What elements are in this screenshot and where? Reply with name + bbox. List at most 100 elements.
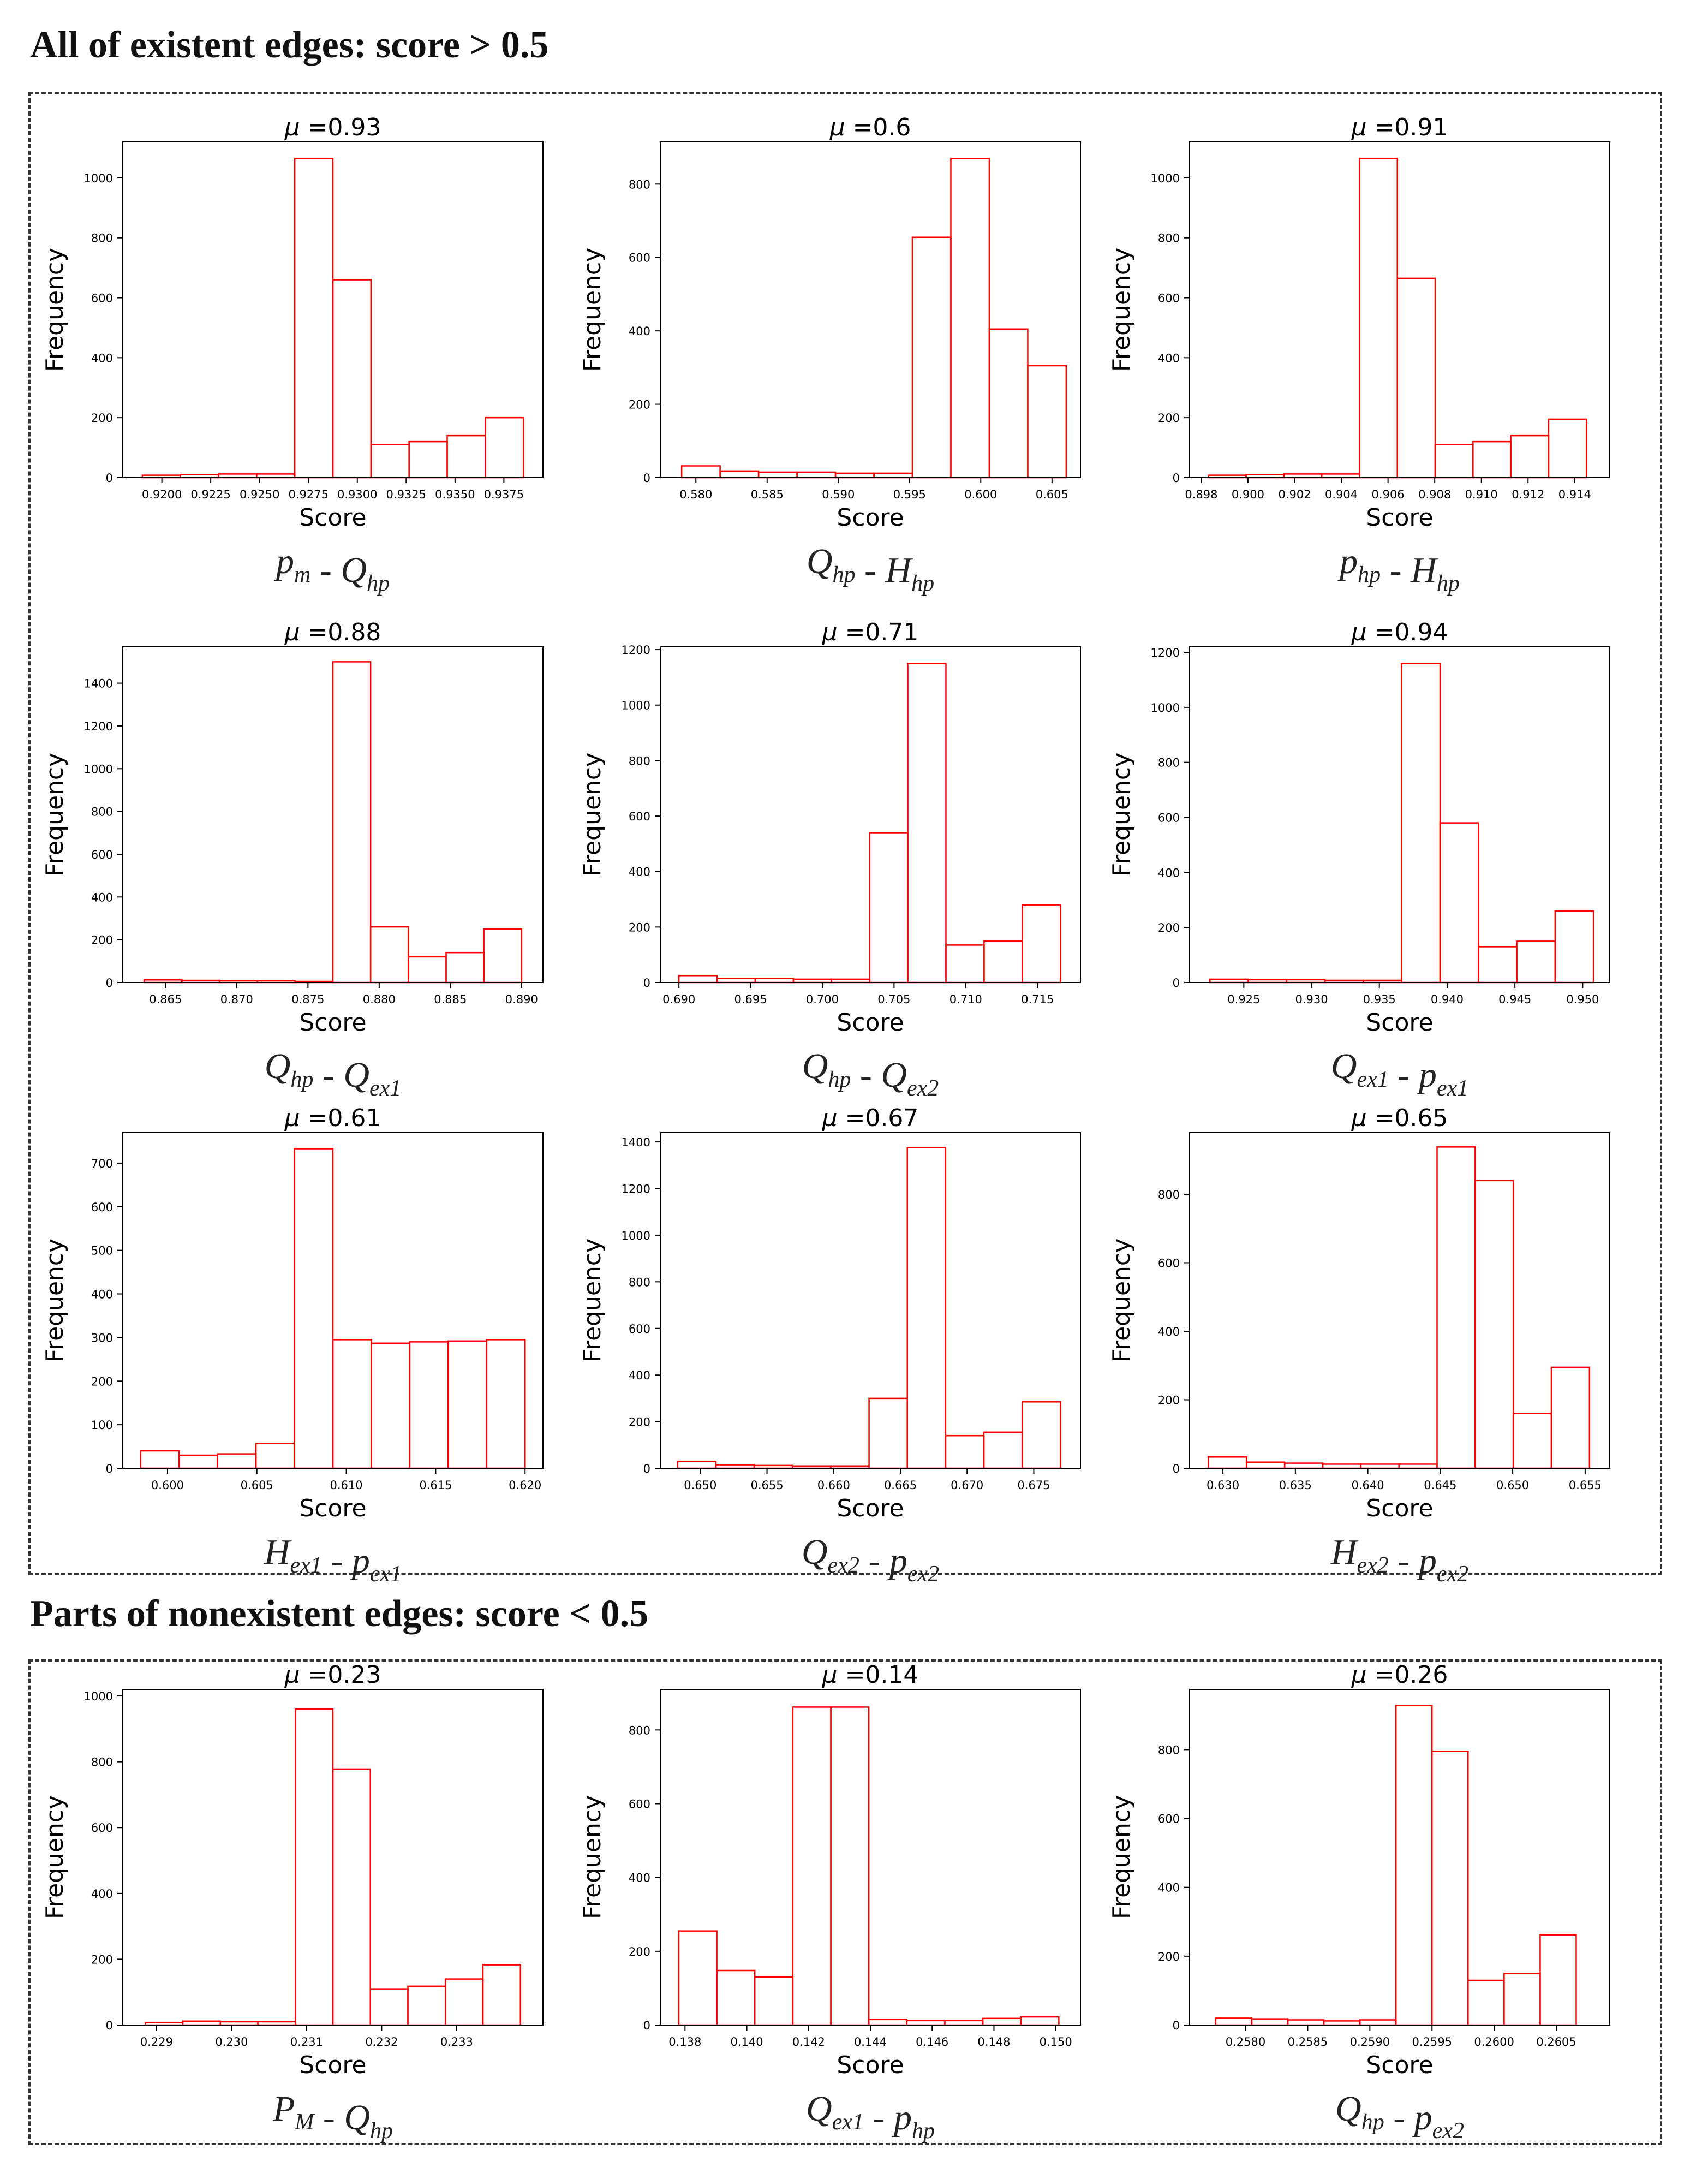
- y-tick-label: 400: [1158, 1882, 1180, 1895]
- x-axis-label: Score: [837, 1495, 904, 1522]
- x-tick-label: 0.700: [806, 993, 839, 1006]
- chart-caption: Qhp - Qex2: [802, 1046, 939, 1101]
- x-tick-label: 0.9300: [337, 488, 377, 501]
- y-tick-label: 1000: [84, 763, 113, 776]
- chart-title-value: =0.61: [308, 1104, 381, 1132]
- plot-frame: [660, 1689, 1081, 2026]
- chart-title-symbol: μ: [822, 1104, 845, 1132]
- caption-subscript: ex2: [828, 1553, 859, 1578]
- caption-symbol: Q: [343, 1055, 369, 1095]
- caption-symbol: -: [859, 1541, 889, 1581]
- x-tick-label: 0.140: [730, 2035, 763, 2049]
- histogram-bar: [1398, 1463, 1438, 1469]
- histogram-bar: [255, 1443, 295, 1469]
- y-axis-label: Frequency: [41, 1239, 69, 1362]
- caption-symbol: -: [1389, 1541, 1419, 1581]
- chart-title-symbol: μ: [822, 1661, 845, 1689]
- chart-title-value: =0.65: [1375, 1104, 1448, 1132]
- chart-title-value: =0.71: [845, 618, 919, 646]
- histogram-panel-11: μ =0.14 0.138 0.140 0.142 0.144 0.146 0.148 0.1…: [543, 1654, 1089, 2145]
- histogram-bar: [486, 1339, 526, 1469]
- y-tick-label: 1400: [84, 677, 113, 690]
- histogram-bar: [445, 951, 485, 984]
- histogram-bar: [945, 1434, 985, 1469]
- x-tick-label: 0.940: [1431, 993, 1464, 1006]
- y-tick-label: 400: [91, 1288, 113, 1301]
- y-tick-label: 0: [106, 977, 113, 990]
- caption-subscript: hp: [1437, 571, 1460, 596]
- y-tick-label: 0: [1173, 1462, 1180, 1475]
- y-tick-label: 100: [91, 1419, 113, 1432]
- chart-title-symbol: μ: [284, 1661, 308, 1689]
- nonexistent-edges-frame: [28, 1659, 1662, 2145]
- y-tick-label: 600: [91, 1201, 113, 1214]
- histogram-bar: [950, 157, 990, 479]
- y-tick-label: 0: [1173, 472, 1180, 485]
- chart-title: μ =0.6: [829, 114, 911, 141]
- caption-subscript: hp: [911, 571, 934, 596]
- x-axis-label: Score: [1366, 1009, 1433, 1037]
- y-tick-label: 1000: [84, 172, 113, 185]
- histogram-bar: [1021, 1401, 1061, 1469]
- histogram-bar: [754, 1976, 794, 2026]
- chart-title: μ =0.91: [1351, 114, 1448, 141]
- chart-title: μ =0.94: [1351, 618, 1448, 646]
- y-tick-label: 600: [1158, 292, 1180, 305]
- x-tick-label: 0.650: [684, 1479, 716, 1492]
- x-tick-label: 0.9350: [435, 488, 475, 501]
- histogram-bar: [1322, 1463, 1362, 1469]
- y-tick-label: 400: [629, 1369, 650, 1382]
- y-axis-label: Frequency: [1108, 1239, 1136, 1362]
- caption-symbol: -: [313, 1055, 343, 1095]
- plot-frame: [122, 646, 544, 983]
- caption-symbol: -: [1381, 550, 1411, 590]
- x-axis-label: Score: [837, 504, 904, 532]
- histogram-bar: [1467, 1979, 1505, 2026]
- histogram-bar: [1246, 1461, 1286, 1469]
- plot-frame: [1189, 141, 1610, 478]
- histogram-bar: [332, 279, 372, 479]
- chart-title: μ =0.14: [822, 1661, 919, 1689]
- histogram-bar: [294, 157, 334, 479]
- histogram-bar: [1283, 1462, 1324, 1469]
- chart-title-symbol: μ: [1351, 1661, 1375, 1689]
- x-tick-label: 0.635: [1279, 1479, 1312, 1492]
- y-tick-label: 400: [629, 866, 650, 879]
- x-tick-label: 0.935: [1363, 993, 1396, 1006]
- y-tick-label: 500: [91, 1245, 113, 1258]
- histogram-svg-4: μ =0.88 0.865 0.870 0.875 0.880 0.885 0.890 0 20…: [41, 618, 544, 1101]
- caption-symbol: -: [1389, 1055, 1419, 1095]
- histogram-bar: [408, 956, 447, 984]
- x-tick-label: 0.690: [662, 993, 695, 1006]
- x-tick-label: 0.9250: [240, 488, 279, 501]
- x-tick-label: 0.9375: [484, 488, 524, 501]
- plot-frame: [122, 1132, 544, 1469]
- y-tick-label: 400: [91, 891, 113, 904]
- x-tick-label: 0.710: [949, 993, 982, 1006]
- chart-caption: Qex2 - pex2: [802, 1532, 939, 1587]
- y-tick-label: 800: [1158, 757, 1180, 770]
- histogram-bar: [1472, 440, 1512, 479]
- x-tick-label: 0.655: [1569, 1479, 1602, 1492]
- x-tick-label: 0.610: [330, 1479, 363, 1492]
- y-tick-label: 400: [1158, 1325, 1180, 1338]
- x-tick-label: 0.9225: [190, 488, 230, 501]
- histogram-bar: [332, 661, 372, 984]
- histogram-bar: [1474, 1180, 1514, 1469]
- histogram-bar: [1215, 2017, 1253, 2026]
- plot-frame: [122, 141, 544, 478]
- caption-symbol: Q: [1335, 2089, 1361, 2129]
- x-tick-label: 0.930: [1295, 993, 1328, 1006]
- caption-subscript: ex2: [1437, 1562, 1468, 1587]
- chart-caption: Qhp - pex2: [1335, 2089, 1464, 2144]
- y-axis-label: Frequency: [578, 1795, 606, 1919]
- histogram-bar: [1359, 2019, 1397, 2026]
- y-tick-label: 700: [91, 1157, 113, 1170]
- caption-symbol: p: [1337, 541, 1358, 581]
- histogram-bar: [217, 1453, 257, 1469]
- caption-symbol: p: [887, 1541, 907, 1581]
- x-tick-label: 0.910: [1465, 488, 1498, 501]
- y-tick-label: 1200: [1151, 646, 1180, 659]
- x-tick-label: 0.2600: [1474, 2035, 1514, 2049]
- x-tick-label: 0.925: [1227, 993, 1260, 1006]
